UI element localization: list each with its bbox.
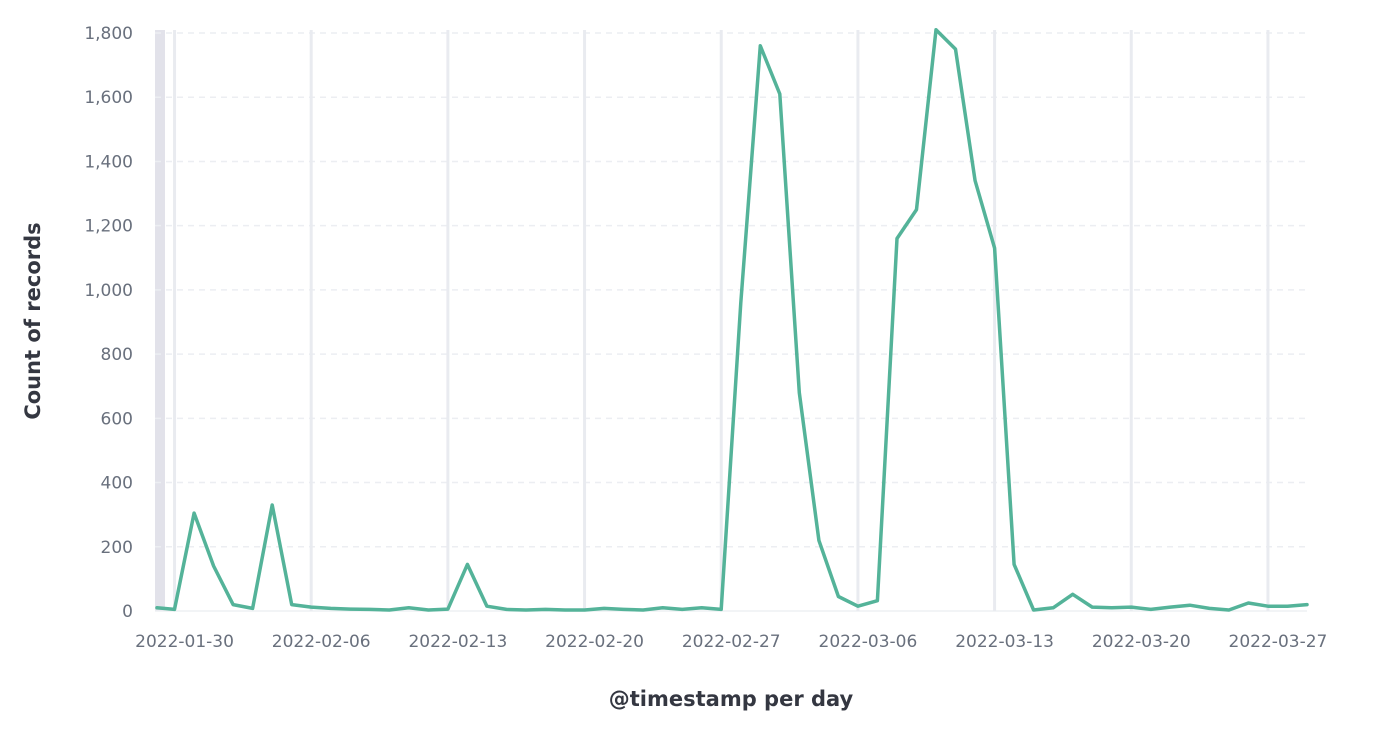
shaded-range xyxy=(155,30,165,611)
x-tick-label-8: 2022-03-27 xyxy=(1229,632,1328,652)
x-tick-label-1: 2022-02-06 xyxy=(272,632,371,652)
y-tick-label-5: 1,000 xyxy=(84,281,133,301)
x-tick-label-0: 2022-01-30 xyxy=(135,632,234,652)
y-tick-label-4: 800 xyxy=(101,345,133,365)
y-tick-label-7: 1,400 xyxy=(84,152,133,172)
y-tick-label-6: 1,200 xyxy=(84,217,133,237)
series-layer xyxy=(155,28,1309,612)
x-tick-label-2: 2022-02-13 xyxy=(408,632,507,652)
x-tick-label-6: 2022-03-13 xyxy=(955,632,1054,652)
y-axis-ticks: 0 200 400 600 800 1,000 1,200 1,400 1,600 1,800 xyxy=(84,24,133,622)
grid-layer xyxy=(155,30,1307,612)
x-axis-ticks: 2022-01-30 2022-02-06 2022-02-13 2022-02-20… xyxy=(135,632,1327,652)
y-tick-label-3: 600 xyxy=(101,409,133,429)
y-tick-label-2: 400 xyxy=(101,474,133,494)
x-axis-title: @timestamp per day xyxy=(609,687,854,711)
x-tick-label-5: 2022-03-06 xyxy=(819,632,918,652)
series-line-0 xyxy=(155,28,1309,612)
y-axis-title: Count of records xyxy=(21,222,45,419)
x-tick-label-4: 2022-02-27 xyxy=(682,632,781,652)
x-tick-label-3: 2022-02-20 xyxy=(545,632,644,652)
y-tick-label-0: 0 xyxy=(122,602,133,622)
shaded-range-layer xyxy=(155,30,165,611)
y-tick-label-8: 1,600 xyxy=(84,88,133,108)
x-tick-label-7: 2022-03-20 xyxy=(1092,632,1191,652)
y-tick-label-9: 1,800 xyxy=(84,24,133,44)
y-tick-label-1: 200 xyxy=(101,538,133,558)
